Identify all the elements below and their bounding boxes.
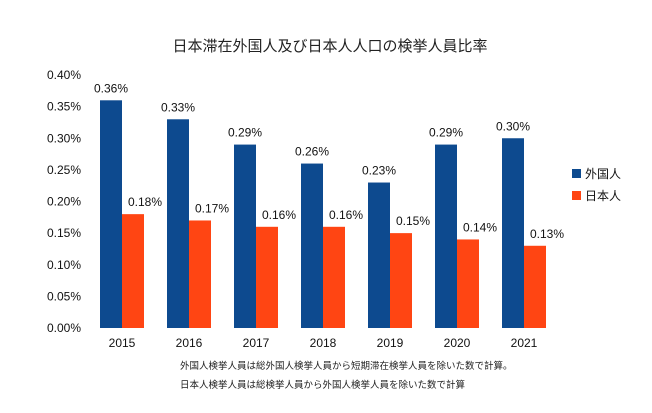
y-tick-label: 0.10% [47,258,81,272]
data-label-foreign-2019: 0.23% [362,164,396,178]
bar-japanese-2017 [256,226,278,328]
data-label-japanese-2019: 0.15% [396,214,430,228]
data-label-japanese-2017: 0.16% [262,208,296,222]
data-label-japanese-2018: 0.16% [329,208,363,222]
footnote-foreign: 外国人検挙人員は総外国人検挙人員から短期滞在検挙人員を除いた数で計算。 [180,360,513,372]
y-tick-label: 0.00% [47,321,81,335]
bar-japanese-2018 [323,226,345,328]
data-label-japanese-2020: 0.14% [463,220,497,234]
bar-japanese-2021 [524,245,546,328]
y-tick-label: 0.30% [47,131,81,145]
x-tick-label: 2021 [511,336,538,350]
bar-foreign-2015 [100,100,122,328]
x-tick-label: 2015 [109,336,136,350]
y-tick-label: 0.25% [47,163,81,177]
x-tick-label: 2019 [377,336,404,350]
bar-foreign-2018 [301,163,323,328]
bar-foreign-2020 [435,144,457,328]
y-tick-label: 0.40% [47,68,81,82]
data-label-japanese-2021: 0.13% [530,227,564,241]
data-label-japanese-2016: 0.17% [195,201,229,215]
y-tick-label: 0.05% [47,289,81,303]
footnote-japanese: 日本人検挙人員は総検挙人員から外国人検挙人員を除いた数で計算 [180,379,465,391]
data-label-foreign-2017: 0.29% [228,126,262,140]
x-tick-label: 2017 [243,336,270,350]
legend-label-foreign: 外国人 [585,167,621,181]
bar-japanese-2015 [122,214,144,328]
x-tick-label: 2016 [176,336,203,350]
bar-japanese-2020 [457,239,479,328]
x-tick-label: 2020 [444,336,471,350]
bar-japanese-2016 [189,220,211,328]
bar-foreign-2017 [234,144,256,328]
data-label-foreign-2016: 0.33% [161,100,195,114]
legend-swatch-japanese [572,191,581,200]
data-label-foreign-2015: 0.36% [94,81,128,95]
data-label-foreign-2021: 0.30% [496,119,530,133]
legend-swatch-foreign [572,169,581,178]
bars [100,100,546,329]
bar-foreign-2019 [368,182,390,328]
x-tick-label: 2018 [310,336,337,350]
bar-foreign-2016 [167,119,189,329]
data-label-foreign-2020: 0.29% [429,126,463,140]
data-label-japanese-2015: 0.18% [128,195,162,209]
data-labels: 0.36% 0.18% 0.33% 0.17% 0.29% 0.16% 0.26% 0.16%… [94,81,564,240]
y-axis: 0.00% 0.05% 0.10% 0.15% 0.20% 0.25% 0.30% 0.35%… [47,68,81,335]
x-axis: 2015 2016 2017 2018 2019 2020 2021 [109,336,538,350]
y-tick-label: 0.15% [47,226,81,240]
bar-japanese-2019 [390,233,412,328]
y-tick-label: 0.35% [47,100,81,114]
data-label-foreign-2018: 0.26% [295,145,329,159]
legend-label-japanese: 日本人 [585,189,621,203]
y-tick-label: 0.20% [47,195,81,209]
bar-foreign-2021 [502,138,524,328]
chart-title: 日本滞在外国人及び日本人人口の検挙人員比率 [172,37,487,55]
